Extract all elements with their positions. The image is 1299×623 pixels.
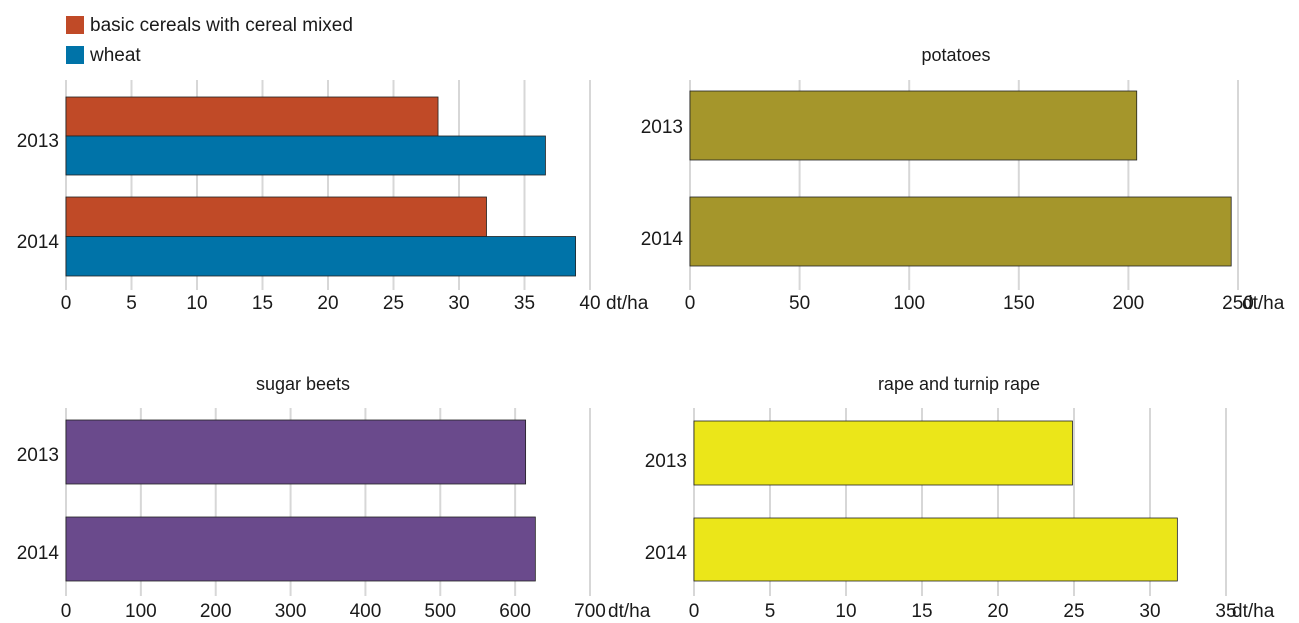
x-tick-label: 25 [383, 293, 404, 314]
legend-swatch-basic-cereals [66, 16, 84, 34]
x-tick-label: 0 [61, 601, 72, 622]
bar [65, 516, 536, 582]
chart-sugar-beets: sugar beets 0 100 200 300 400 500 600 700 dt/ha 2… [17, 374, 651, 622]
chart-rape-and-turnip-rape: rape and turnip rape 0 5 10 15 20 25 30 35dt/ha… [645, 374, 1275, 622]
legend-label-basic-cereals: basic cereals with cereal mixed [90, 15, 353, 36]
x-tick-label: 600 [499, 601, 531, 622]
bar [65, 236, 576, 277]
x-axis-unit-label: dt/ha [606, 293, 649, 314]
x-tick-label: 0 [689, 601, 700, 622]
bar [689, 90, 1138, 161]
y-category-label: 2013 [17, 131, 59, 152]
bar [65, 96, 439, 137]
y-category-label: 2014 [17, 232, 60, 253]
x-tick-label: 100 [893, 293, 925, 314]
x-tick-label: 5 [765, 601, 776, 622]
x-tick-label: 25 [1063, 601, 1084, 622]
x-tick-label: 150 [1003, 293, 1035, 314]
legend-label-wheat: wheat [89, 45, 141, 66]
y-category-label: 2013 [645, 451, 687, 472]
x-tick-label: 30 [1139, 601, 1160, 622]
x-tick-label: 30 [448, 293, 469, 314]
bar [693, 420, 1073, 486]
y-category-label: 2014 [645, 543, 688, 564]
x-tick-label: 5 [126, 293, 137, 314]
x-tick-label: 100 [125, 601, 157, 622]
x-tick-label: 15 [252, 293, 273, 314]
x-tick-label: 200 [200, 601, 232, 622]
bar [65, 196, 487, 237]
x-axis-unit-label: dt/ha [1242, 293, 1285, 314]
y-category-label: 2014 [641, 229, 684, 250]
y-category-label: 2014 [17, 543, 60, 564]
x-tick-label: 10 [186, 293, 207, 314]
chart-cereals: 0 5 10 15 20 25 30 35 40 dt/ha 2013 2014 [17, 80, 649, 314]
x-tick-label: 300 [275, 601, 307, 622]
x-tick-label: 10 [835, 601, 856, 622]
bar [693, 517, 1178, 582]
x-tick-label: 400 [350, 601, 382, 622]
x-tick-label: 40 [579, 293, 600, 314]
y-category-label: 2013 [17, 445, 59, 466]
x-tick-label: 50 [789, 293, 810, 314]
x-tick-label: 15 [911, 601, 932, 622]
x-tick-label: 700 [574, 601, 606, 622]
x-tick-label: 35 [514, 293, 535, 314]
x-tick-label: 0 [61, 293, 72, 314]
legend-swatch-wheat [66, 46, 84, 64]
chart-title-rape-and-turnip-rape: rape and turnip rape [878, 374, 1040, 394]
x-tick-label: 20 [987, 601, 1008, 622]
chart-title-potatoes: potatoes [921, 45, 990, 65]
legend-item-basic-cereals: basic cereals with cereal mixed [66, 15, 353, 36]
y-category-label: 2013 [641, 117, 683, 138]
legend-item-wheat: wheat [66, 45, 141, 66]
bar [65, 419, 527, 485]
x-tick-label: 250 [1222, 293, 1254, 314]
x-axis-unit-label: dt/ha [608, 601, 651, 622]
legend: basic cereals with cereal mixed wheat [66, 15, 353, 66]
chart-title-sugar-beets: sugar beets [256, 374, 350, 394]
bar [689, 196, 1232, 267]
x-tick-label: 35 [1215, 601, 1236, 622]
bar [65, 135, 546, 176]
x-tick-label: 20 [317, 293, 338, 314]
x-axis-unit-label: dt/ha [1232, 601, 1275, 622]
x-tick-label: 0 [685, 293, 696, 314]
x-tick-label: 500 [424, 601, 456, 622]
x-tick-label: 200 [1113, 293, 1145, 314]
